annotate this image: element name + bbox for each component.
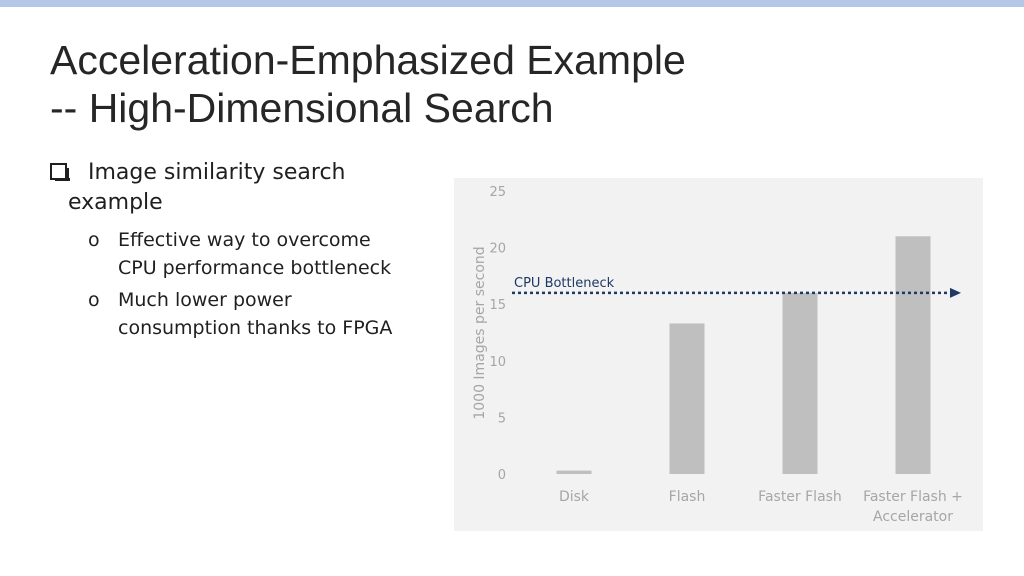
checkbox-bullet-icon [50,163,70,181]
bar-flash [669,323,705,474]
y-tick-label: 25 [489,185,506,200]
x-tick-label: Disk [559,489,590,505]
x-tick-label: Faster Flash + [863,489,963,505]
title-line-1: Acceleration-Emphasized Example [50,37,686,83]
bar-faster-flash [782,292,818,474]
y-axis-label: 1000 Images per second [472,246,488,419]
chart-frame: 0 5 10 15 20 25 1000 Images per second Disk Fla… [454,178,983,531]
circle-bullet-icon: o [88,229,100,251]
bar-disk [556,470,592,474]
sub-bullet-text: Effective way to overcome CPU performanc… [118,229,392,279]
y-tick-label: 0 [498,468,506,483]
bar-faster-flash-accelerator [895,236,931,474]
circle-bullet-icon: o [88,289,100,311]
x-tick-label: Accelerator [873,509,953,525]
sub-bullet-list: o Effective way to overcome CPU performa… [48,226,438,342]
x-tick-label: Flash [669,489,706,505]
y-tick-label: 5 [498,411,506,426]
title-line-2: -- High-Dimensional Search [50,85,554,131]
bar-chart: 0 5 10 15 20 25 1000 Images per second Disk Fla… [472,185,963,525]
sub-bullet-text: Much lower power consumption thanks to F… [118,289,393,339]
main-bullet-line-2: example [68,190,163,215]
sub-bullet-item: o Effective way to overcome CPU performa… [48,226,438,282]
bullet-list: Image similarity search example o Effect… [48,158,438,346]
slide-title: Acceleration-Emphasized Example -- High-… [50,36,686,132]
top-accent-band [0,0,1024,7]
arrow-head-icon [950,287,961,298]
y-tick-label: 10 [489,355,506,370]
main-bullet-line-1: Image similarity search [88,160,346,185]
x-tick-label: Faster Flash [758,489,842,505]
y-tick-label: 20 [489,242,506,257]
bottleneck-label: CPU Bottleneck [514,276,615,291]
sub-bullet-item: o Much lower power consumption thanks to… [48,286,438,342]
y-tick-label: 15 [489,298,506,313]
main-bullet: Image similarity search example [48,158,438,218]
